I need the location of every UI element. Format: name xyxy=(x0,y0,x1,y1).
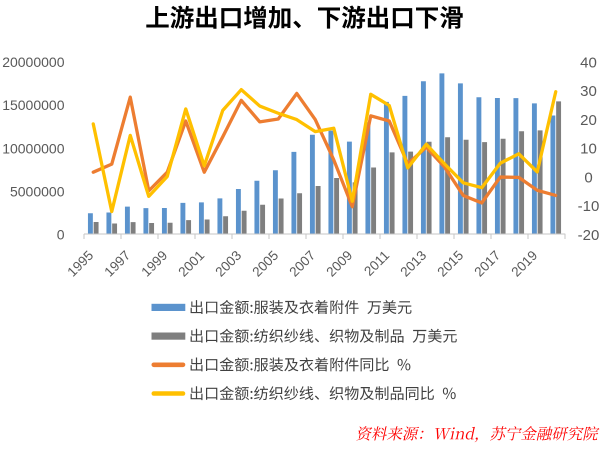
svg-text:15000000: 15000000 xyxy=(2,97,65,113)
svg-text:20: 20 xyxy=(580,112,597,129)
svg-text:0: 0 xyxy=(584,169,592,186)
svg-text:30: 30 xyxy=(580,83,597,100)
svg-text:-10: -10 xyxy=(578,198,600,215)
svg-text:5000000: 5000000 xyxy=(10,184,65,200)
svg-text:20000000: 20000000 xyxy=(2,54,65,70)
svg-text:-20: -20 xyxy=(578,227,600,244)
svg-text:40: 40 xyxy=(580,54,597,71)
svg-text:10: 10 xyxy=(580,141,597,158)
svg-text:10000000: 10000000 xyxy=(2,140,65,156)
svg-text:0: 0 xyxy=(57,227,65,243)
